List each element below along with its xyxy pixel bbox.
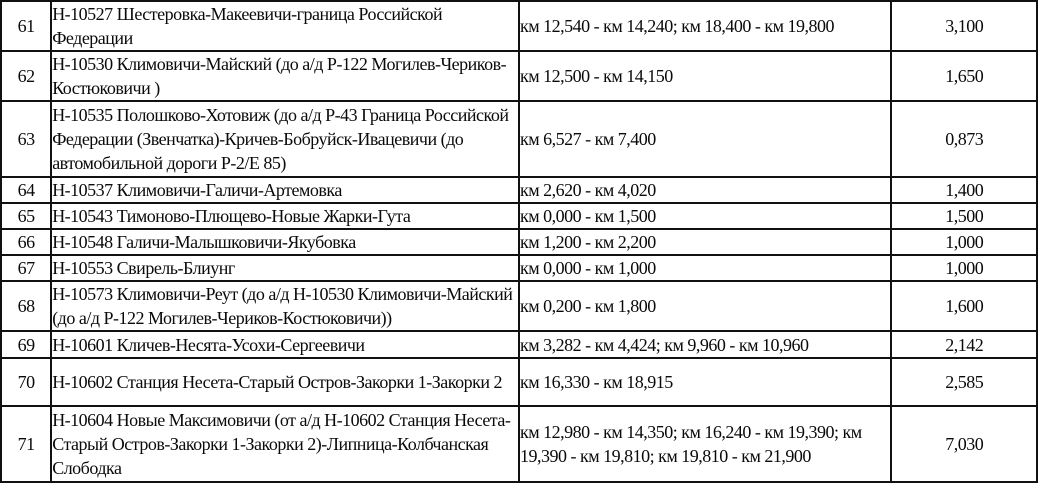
table-row: 62 Н-10530 Климовичи-Майский (до а/д Р-1…	[0, 50, 1038, 102]
road-name-cell: Н-10548 Галичи-Малышковичи-Якубовка	[50, 228, 520, 256]
row-number-cell: 68	[0, 280, 53, 332]
table-row: 63 Н-10535 Полошково-Хотовиж (до а/д Р-4…	[0, 100, 1038, 178]
row-number-cell: 67	[0, 254, 53, 282]
km-range-cell: км 12,540 - км 14,240; км 18,400 - км 19…	[517, 0, 893, 52]
km-range-cell: км 0,000 - км 1,000	[517, 254, 893, 282]
km-range-cell: км 2,620 - км 4,020	[517, 176, 893, 204]
table-row: 64 Н-10537 Климовичи-Галичи-Артемовка км…	[0, 176, 1038, 204]
row-number-cell: 62	[0, 50, 53, 102]
length-value-cell: 1,000	[890, 254, 1038, 282]
road-name-cell: Н-10553 Свирель-Блиунг	[50, 254, 520, 282]
table-row: 66 Н-10548 Галичи-Малышковичи-Якубовка к…	[0, 228, 1038, 256]
km-range-cell: км 12,980 - км 14,350; км 16,240 - км 19…	[517, 405, 893, 483]
length-value-cell: 2,142	[890, 330, 1038, 359]
road-name-cell: Н-10527 Шестеровка-Макеевичи-граница Рос…	[50, 0, 520, 52]
length-value-cell: 7,030	[890, 405, 1038, 483]
row-number-cell: 65	[0, 202, 53, 230]
road-name-cell: Н-10573 Климовичи-Реут (до а/д Н-10530 К…	[50, 280, 520, 332]
road-name-cell: Н-10543 Тимоново-Плющево-Новые Жарки-Гут…	[50, 202, 520, 230]
row-number-cell: 61	[0, 0, 53, 52]
km-range-cell: км 6,527 - км 7,400	[517, 100, 893, 178]
row-number-cell: 71	[0, 405, 53, 483]
km-range-cell: км 1,200 - км 2,200	[517, 228, 893, 256]
length-value-cell: 3,100	[890, 0, 1038, 52]
length-value-cell: 1,600	[890, 280, 1038, 332]
length-value-cell: 1,000	[890, 228, 1038, 256]
table-row: 65 Н-10543 Тимоново-Плющево-Новые Жарки-…	[0, 202, 1038, 230]
length-value-cell: 2,585	[890, 357, 1038, 407]
table-row: 69 Н-10601 Кличев-Несята-Усохи-Сергеевич…	[0, 330, 1038, 359]
row-number-cell: 70	[0, 357, 53, 407]
table-row: 71 Н-10604 Новые Максимовичи (от а/д Н-1…	[0, 405, 1038, 483]
road-name-cell: Н-10535 Полошково-Хотовиж (до а/д Р-43 Г…	[50, 100, 520, 178]
km-range-cell: км 0,200 - км 1,800	[517, 280, 893, 332]
table-row: 70 Н-10602 Станция Несета-Старый Остров-…	[0, 357, 1038, 407]
road-name-cell: Н-10602 Станция Несета-Старый Остров-Зак…	[50, 357, 520, 407]
km-range-cell: км 16,330 - км 18,915	[517, 357, 893, 407]
km-range-cell: км 0,000 - км 1,500	[517, 202, 893, 230]
road-name-cell: Н-10537 Климовичи-Галичи-Артемовка	[50, 176, 520, 204]
table-row: 68 Н-10573 Климовичи-Реут (до а/д Н-1053…	[0, 280, 1038, 332]
row-number-cell: 63	[0, 100, 53, 178]
table-row: 67 Н-10553 Свирель-Блиунг км 0,000 - км …	[0, 254, 1038, 282]
road-name-cell: Н-10530 Климовичи-Майский (до а/д Р-122 …	[50, 50, 520, 102]
km-range-cell: км 3,282 - км 4,424; км 9,960 - км 10,96…	[517, 330, 893, 359]
length-value-cell: 1,650	[890, 50, 1038, 102]
km-range-cell: км 12,500 - км 14,150	[517, 50, 893, 102]
length-value-cell: 1,500	[890, 202, 1038, 230]
row-number-cell: 66	[0, 228, 53, 256]
length-value-cell: 0,873	[890, 100, 1038, 178]
row-number-cell: 64	[0, 176, 53, 204]
road-name-cell: Н-10604 Новые Максимовичи (от а/д Н-1060…	[50, 405, 520, 483]
road-name-cell: Н-10601 Кличев-Несята-Усохи-Сергеевичи	[50, 330, 520, 359]
row-number-cell: 69	[0, 330, 53, 359]
length-value-cell: 1,400	[890, 176, 1038, 204]
table-row: 61 Н-10527 Шестеровка-Макеевичи-граница …	[0, 0, 1038, 52]
